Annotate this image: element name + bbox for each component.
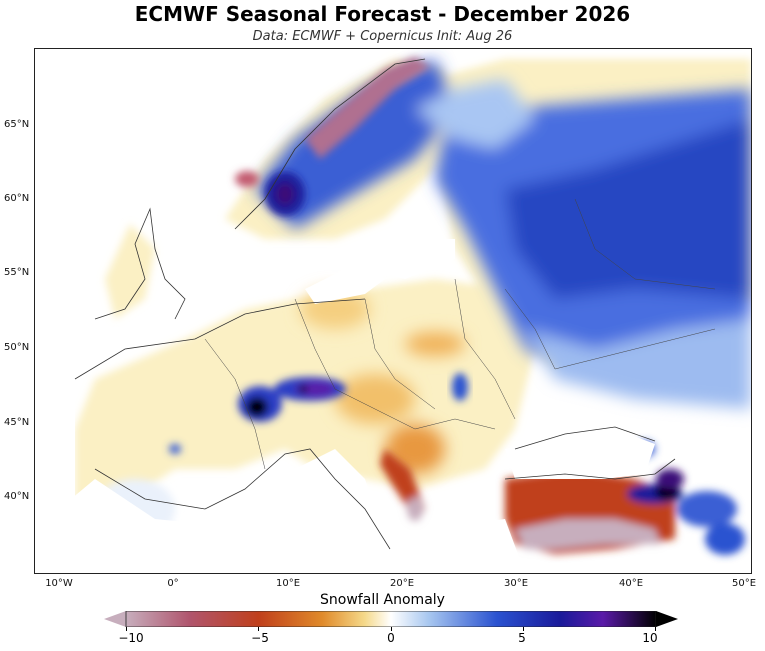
colorbar-title: Snowfall Anomaly xyxy=(320,592,445,608)
colorbar-tick-n5: −5 xyxy=(251,631,269,645)
lat-label-55: 55°N xyxy=(4,267,30,278)
lat-label-50: 50°N xyxy=(4,342,30,353)
colorbar-tick-n10: −10 xyxy=(118,631,144,645)
lon-label-50e: 50°E xyxy=(731,578,757,589)
lon-label-10e: 10°E xyxy=(275,578,301,589)
norway-west-max xyxy=(265,172,305,216)
colorbar-tick-0: 0 xyxy=(387,631,395,645)
colorbar-max-arrow xyxy=(656,611,678,627)
page-subtitle: Data: ECMWF + Copernicus Init: Aug 26 xyxy=(252,29,513,44)
sea xyxy=(35,49,655,573)
lat-label-45: 45°N xyxy=(4,417,30,428)
page-title: ECMWF Seasonal Forecast - December 2026 xyxy=(134,2,631,26)
lon-label-20e: 20°E xyxy=(389,578,415,589)
colorbar xyxy=(104,610,678,628)
anomaly-map xyxy=(35,49,751,573)
carpathian-positive xyxy=(452,373,468,401)
colorbar-min-arrow xyxy=(104,611,126,627)
coastlines xyxy=(74,58,676,550)
alps-positive xyxy=(238,377,346,422)
lat-label-65: 65°N xyxy=(4,119,30,130)
colorbar-tickmark-n5 xyxy=(258,627,259,631)
lon-label-40e: 40°E xyxy=(618,578,644,589)
lon-label-0: 0° xyxy=(167,578,179,589)
borders xyxy=(204,198,716,470)
colorbar-gradient xyxy=(125,610,657,628)
turkey-caucasus xyxy=(505,441,745,555)
lat-label-60: 60°N xyxy=(4,193,30,204)
balkans-negative xyxy=(380,449,425,521)
lat-label-40: 40°N xyxy=(4,491,30,502)
colorbar-tickmark-5 xyxy=(523,627,524,631)
colorbar-tickmark-10 xyxy=(655,627,656,631)
map-area xyxy=(34,48,752,574)
lon-label-10w: 10°W xyxy=(45,578,73,589)
positive-anomaly-north xyxy=(255,59,751,409)
colorbar-tickmark-n10 xyxy=(126,627,127,631)
lon-label-30e: 30°E xyxy=(503,578,529,589)
colorbar-tick-10: 10 xyxy=(642,631,658,645)
colorbar-tickmark-0 xyxy=(391,627,392,631)
norway-coast-negative xyxy=(235,57,430,187)
colorbar-tick-5: 5 xyxy=(518,631,526,645)
